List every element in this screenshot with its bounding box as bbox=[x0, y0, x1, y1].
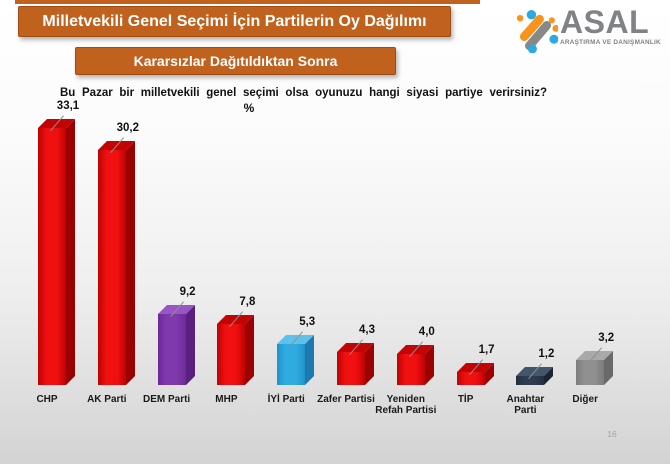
bar-value-label: 33,1 bbox=[56, 99, 80, 112]
bar-value-label: 3,2 bbox=[598, 332, 615, 345]
bar-front-face bbox=[396, 353, 425, 385]
bar-value-label: 4,3 bbox=[359, 323, 375, 336]
bar-value-label: 5,3 bbox=[299, 315, 316, 328]
asal-logo-text: ASAL ARAŞTIRMA VE DANIŞMANLIK bbox=[560, 4, 661, 47]
bar-category-label: Yeniden Refah Partisi bbox=[375, 394, 437, 416]
bar-category-label: İYİ Parti bbox=[267, 394, 305, 405]
bar-category-label: Diğer bbox=[572, 394, 598, 405]
bar-category-label: DEM Parti bbox=[142, 394, 191, 405]
bar-side-face bbox=[305, 334, 315, 385]
top-accent-line bbox=[15, 0, 480, 4]
bar-value-label: 1,7 bbox=[478, 343, 495, 356]
bar-value-label: 4,0 bbox=[418, 325, 435, 338]
asal-logo: ASAL ARAŞTIRMA VE DANIŞMANLIK bbox=[513, 6, 661, 53]
bar-category-label: Anahtar Parti bbox=[506, 394, 545, 416]
percent-axis-label: % bbox=[243, 101, 255, 115]
bar-front-face bbox=[277, 343, 306, 385]
bar-value-label: 30,2 bbox=[116, 122, 139, 135]
bar-side-face bbox=[66, 118, 75, 385]
survey-question: Bu Pazar bir milletvekili genel seçimi o… bbox=[60, 87, 547, 99]
bar-category-label: TİP bbox=[457, 394, 474, 405]
bar-value-label: 1,2 bbox=[538, 347, 555, 360]
logo-tagline: ARAŞTIRMA VE DANIŞMANLIK bbox=[560, 39, 661, 46]
logo-wordmark: ASAL bbox=[560, 4, 650, 40]
main-title: Milletvekili Genel Seçimi İçin Partileri… bbox=[42, 13, 427, 30]
bar-side-face bbox=[185, 304, 195, 385]
page-number: 16 bbox=[607, 429, 617, 439]
bar-category-label: Zafer Partisi bbox=[317, 394, 375, 405]
bar-side-face bbox=[245, 315, 255, 385]
bar-value-label: 9,2 bbox=[179, 285, 196, 298]
bar-chart: 33,1 CHP 30,2 AK Parti 9,2 DEM Parti 7,8 MHP 5,3… bbox=[0, 98, 670, 428]
bar-front-face bbox=[97, 150, 126, 385]
bar-front-face bbox=[456, 371, 485, 385]
main-title-banner: Milletvekili Genel Seçimi İçin Partileri… bbox=[18, 6, 451, 37]
bar-side-face bbox=[424, 344, 434, 385]
bar-side-face bbox=[365, 342, 374, 385]
bar-side-face bbox=[125, 141, 135, 385]
bar-front-face bbox=[337, 351, 365, 385]
subtitle: Kararsızlar Dağıtıldıktan Sonra bbox=[133, 53, 338, 69]
bar-front-face bbox=[157, 313, 186, 385]
bar-category-label: MHP bbox=[215, 394, 238, 405]
bar-front-face bbox=[576, 360, 605, 385]
bar-category-label: AK Parti bbox=[87, 394, 127, 405]
bar-front-face bbox=[516, 375, 545, 385]
asal-logo-icon bbox=[516, 9, 558, 53]
bar-category-label: CHP bbox=[36, 394, 58, 405]
bar-front-face bbox=[217, 324, 246, 385]
bar-front-face bbox=[38, 127, 66, 385]
subtitle-banner: Kararsızlar Dağıtıldıktan Sonra bbox=[75, 47, 396, 75]
bar-value-label: 7,8 bbox=[239, 296, 256, 309]
